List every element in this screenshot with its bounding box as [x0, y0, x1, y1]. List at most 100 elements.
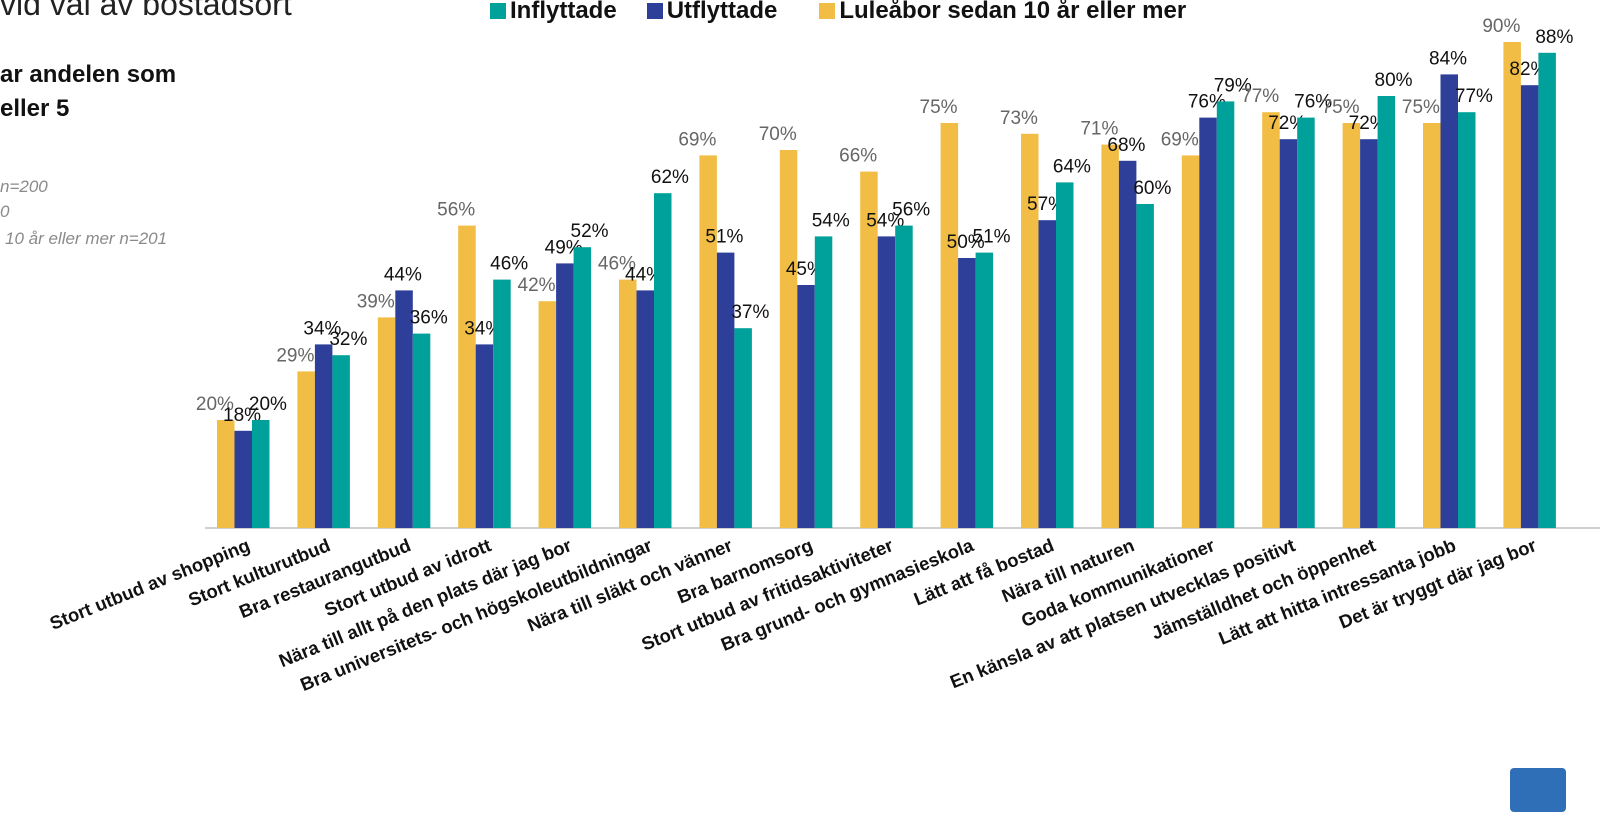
- data-label: 88%: [1535, 27, 1573, 48]
- data-label: 66%: [839, 146, 877, 167]
- bar: [716, 252, 735, 528]
- bar: [1101, 144, 1119, 528]
- bar: [940, 123, 959, 528]
- bar: [1216, 101, 1235, 529]
- bar: [1520, 85, 1539, 528]
- data-label: 42%: [518, 275, 556, 296]
- bar: [797, 285, 815, 528]
- data-label: 52%: [571, 221, 609, 242]
- bar: [636, 290, 654, 528]
- bar: [412, 333, 431, 528]
- sample-note-2: 0: [0, 202, 10, 221]
- bar: [556, 263, 574, 528]
- sample-note-1: n=200: [0, 177, 48, 196]
- data-label: 54%: [812, 210, 850, 231]
- data-label: 69%: [678, 129, 716, 150]
- bar: [1181, 155, 1200, 528]
- data-label: 37%: [731, 302, 769, 323]
- data-label: 75%: [1402, 97, 1440, 118]
- chart-title: vid val av bostadsort: [0, 0, 292, 22]
- bar: [538, 301, 557, 528]
- data-label: 82%: [1509, 59, 1547, 80]
- legend-item-inflyttade: Inflyttade: [490, 0, 617, 25]
- data-label: 18%: [223, 405, 261, 426]
- data-label: 51%: [705, 227, 743, 248]
- data-label: 84%: [1429, 48, 1467, 69]
- bar: [877, 236, 896, 528]
- data-label: 45%: [786, 259, 824, 280]
- bar: [779, 150, 798, 528]
- bar: [1056, 182, 1074, 528]
- data-label: 49%: [545, 237, 583, 258]
- data-label: 71%: [1080, 119, 1118, 140]
- data-label: 54%: [866, 210, 904, 231]
- bar: [734, 328, 752, 528]
- bar: [814, 236, 833, 528]
- data-label: 50%: [947, 232, 985, 253]
- data-label: 75%: [1322, 97, 1360, 118]
- bar: [1342, 123, 1361, 528]
- data-label: 57%: [1027, 194, 1065, 215]
- bar: [1458, 112, 1476, 528]
- bar: [234, 430, 252, 528]
- bar: [1021, 133, 1039, 529]
- data-label: 76%: [1188, 92, 1226, 113]
- data-label: 75%: [920, 97, 958, 118]
- bar: [314, 344, 333, 528]
- data-label: 46%: [598, 254, 636, 275]
- bar: [1297, 117, 1315, 528]
- bar: [1423, 123, 1441, 528]
- legend-swatch-inflyttade: [490, 3, 506, 19]
- bar: [297, 371, 315, 528]
- data-label: 29%: [276, 345, 314, 366]
- data-label: 68%: [1107, 135, 1145, 156]
- data-label: 77%: [1241, 86, 1279, 107]
- bar: [332, 355, 350, 528]
- bar: [1118, 160, 1137, 529]
- bar: [975, 252, 994, 528]
- data-label: 72%: [1349, 113, 1387, 134]
- bar: [252, 420, 270, 528]
- bar: [1503, 42, 1521, 528]
- bar: [1136, 204, 1154, 528]
- data-label: 60%: [1133, 178, 1171, 199]
- data-label: 36%: [410, 308, 448, 329]
- data-label: 46%: [490, 254, 528, 275]
- chart-subtitle: ar andelen som eller 5: [0, 58, 176, 126]
- legend-swatch-utflyttade: [646, 3, 663, 19]
- data-label: 56%: [892, 200, 930, 221]
- data-label: 72%: [1268, 113, 1306, 134]
- bar: [1538, 52, 1556, 529]
- bar: [573, 247, 592, 528]
- data-label: 34%: [464, 318, 502, 339]
- data-label: 44%: [625, 264, 663, 285]
- data-label: 70%: [759, 124, 797, 145]
- bar: [619, 279, 637, 528]
- bar: [217, 420, 235, 528]
- bar: [860, 171, 878, 528]
- subtitle-line-2: eller 5: [0, 95, 70, 122]
- bar: [1377, 96, 1396, 528]
- bar: [654, 193, 672, 528]
- data-label: 76%: [1294, 92, 1332, 113]
- legend-item-utflyttade: Utflyttade: [646, 0, 778, 25]
- bar: [1262, 112, 1280, 528]
- bar: [1360, 139, 1378, 528]
- legend-label-utflyttade: Utflyttade: [666, 0, 778, 24]
- bar: [1199, 117, 1217, 528]
- data-label: 79%: [1214, 75, 1252, 96]
- bar: [1279, 139, 1298, 528]
- data-label: 39%: [357, 291, 395, 312]
- bar: [458, 225, 476, 528]
- data-label: 80%: [1375, 70, 1413, 91]
- bar: [895, 225, 913, 528]
- sample-note-3: 10 år eller mer n=201: [5, 229, 168, 248]
- legend-swatch-lulea: [819, 3, 836, 19]
- data-label: 20%: [249, 394, 287, 415]
- data-label: 73%: [1000, 108, 1038, 129]
- bar: [699, 155, 717, 528]
- bar: [395, 290, 413, 528]
- data-label: 77%: [1455, 86, 1493, 107]
- chart-legend: Inflyttade Utflyttade Luleåbor sedan 10 …: [490, 0, 1186, 25]
